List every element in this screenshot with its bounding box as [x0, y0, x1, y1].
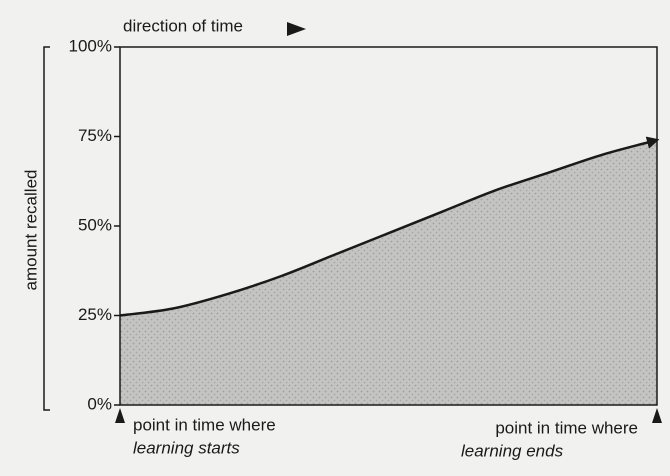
annotation: point in time where [133, 415, 276, 434]
y-tick-label: 75% [78, 126, 112, 145]
y-tick-label: 100% [69, 36, 112, 55]
start-marker [115, 408, 125, 423]
area [120, 140, 657, 405]
y-tick-label: 25% [78, 305, 112, 324]
y-tick-label: 0% [87, 394, 112, 413]
line [119, 136, 660, 317]
annotation: learning starts [133, 438, 240, 457]
annotation: point in time where [495, 418, 638, 437]
time-arrow [287, 22, 306, 36]
annotation: learning ends [461, 441, 564, 460]
y-axis-label: amount recalled [21, 170, 40, 291]
end-marker [652, 408, 662, 423]
y-tick-label: 50% [78, 215, 112, 234]
y-bracket [43, 46, 50, 411]
chart-title: direction of time [123, 16, 243, 35]
